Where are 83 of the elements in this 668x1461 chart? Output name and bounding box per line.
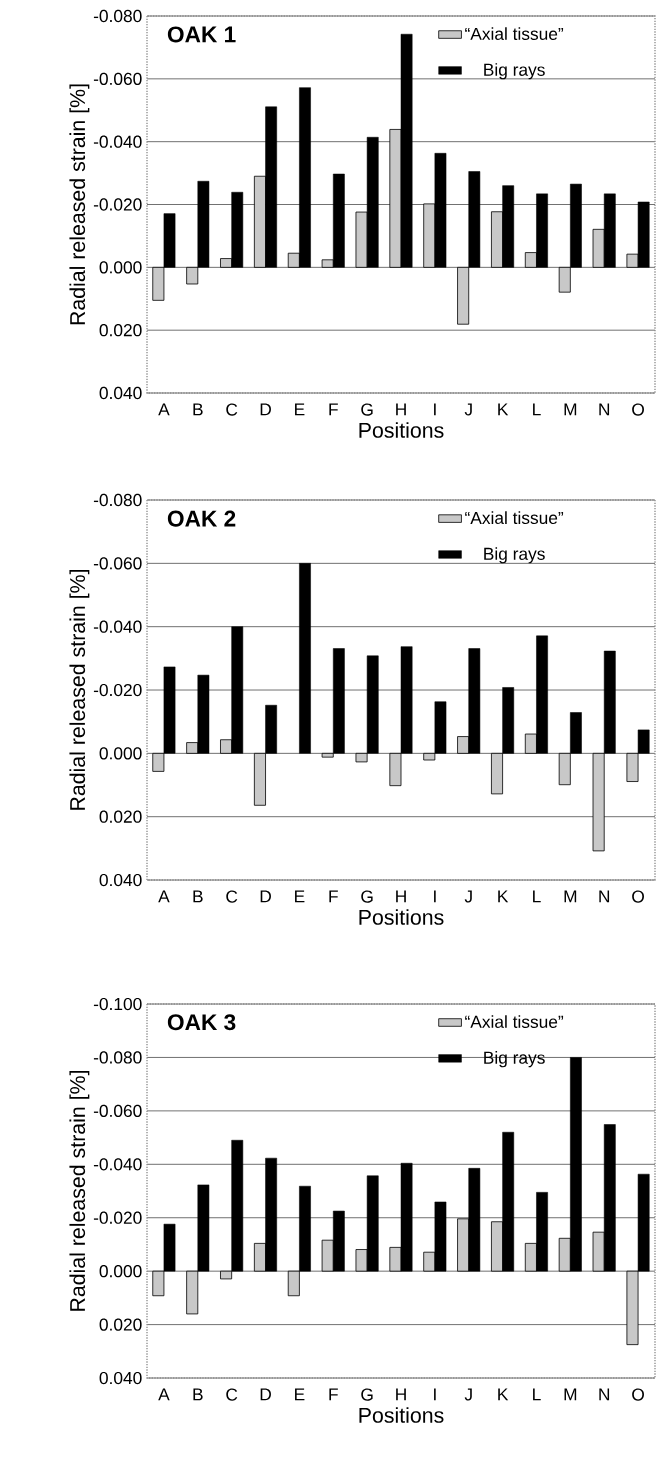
x-tick-label: E (295, 890, 305, 903)
y-axis-title: Radial released strain [%] (69, 84, 90, 325)
x-tick-label: B (193, 890, 203, 903)
x-tick-label: O (632, 403, 644, 416)
x-tick-label: O (632, 890, 644, 903)
x-tick-label: N (599, 403, 610, 416)
x-tick-label: M (564, 403, 577, 416)
x-tick-label: D (260, 1388, 271, 1401)
x-tick-label: C (226, 403, 238, 416)
y-tick-label: -0.040 (93, 620, 142, 633)
x-tick-label: J (464, 890, 472, 903)
y-tick-label: -0.060 (93, 72, 142, 85)
y-tick-label: -0.080 (93, 9, 142, 23)
x-tick-label: J (464, 403, 472, 416)
bar (299, 563, 311, 754)
y-axis-title: Radial released strain [%] (69, 1071, 90, 1311)
y-tick-label: -0.040 (93, 135, 142, 148)
x-tick-label: B (193, 403, 203, 416)
y-tick-label: 0.020 (99, 324, 142, 337)
x-tick-label: K (498, 890, 509, 903)
x-axis-title: Positions (359, 909, 444, 925)
y-tick-label: -0.020 (93, 1211, 142, 1224)
x-tick-label: E (295, 403, 305, 416)
legend-label: Big rays (484, 63, 545, 80)
x-tick-label: I (434, 890, 436, 903)
y-tick-label: 0.040 (99, 873, 142, 887)
y-tick-label: -0.020 (93, 198, 142, 211)
x-tick-label: F (329, 890, 338, 903)
y-tick-label: 0.000 (99, 747, 142, 760)
y-tick-label: 0.020 (99, 810, 142, 823)
x-tick-label: L (533, 1388, 541, 1401)
x-tick-label: C (226, 1388, 238, 1401)
x-tick-label: A (158, 403, 170, 416)
x-tick-label: A (158, 1388, 170, 1401)
x-tick-label: E (295, 1388, 305, 1401)
x-tick-label: M (564, 1388, 577, 1401)
x-tick-label: H (396, 890, 406, 903)
x-tick-label: D (260, 403, 271, 416)
legend-label: “Axial tissue” (465, 1015, 564, 1028)
y-axis-title: Radial released strain [%] (69, 570, 90, 810)
x-tick-label: L (533, 890, 541, 903)
x-tick-label: J (464, 1388, 472, 1401)
x-tick-label: G (361, 890, 373, 903)
y-tick-label: 0.000 (99, 1265, 142, 1278)
x-tick-label: F (329, 403, 338, 416)
x-tick-label: M (564, 890, 577, 903)
chart-title: OAK 2 (167, 510, 236, 527)
chart-title: OAK 3 (167, 1014, 236, 1031)
x-tick-label: A (158, 890, 170, 903)
legend-label: Big rays (484, 1051, 545, 1068)
x-tick-label: D (260, 890, 271, 903)
y-tick-label: -0.080 (93, 1051, 142, 1064)
y-tick-label: -0.080 (93, 493, 142, 507)
y-tick-label: -0.100 (93, 997, 142, 1011)
y-tick-label: -0.060 (93, 557, 142, 570)
x-tick-label: H (396, 1388, 406, 1401)
x-tick-label: C (226, 890, 238, 903)
legend-label: Big rays (484, 547, 545, 564)
x-axis-title: Positions (359, 422, 444, 438)
y-tick-label: -0.060 (93, 1104, 142, 1118)
y-tick-label: -0.040 (93, 1158, 142, 1171)
x-tick-label: N (599, 890, 610, 903)
x-tick-label: G (361, 403, 373, 416)
x-tick-label: G (361, 1388, 373, 1401)
chart-title: OAK 1 (167, 26, 236, 43)
x-tick-label: F (329, 1388, 338, 1401)
x-tick-label: K (498, 403, 509, 416)
x-tick-label: L (533, 403, 541, 416)
legend-label: “Axial tissue” (465, 27, 564, 40)
y-tick-label: 0.020 (99, 1318, 142, 1331)
x-tick-label: K (498, 1388, 509, 1401)
y-tick-label: 0.040 (99, 386, 142, 400)
x-tick-label: H (396, 403, 406, 416)
y-tick-label: 0.040 (99, 1371, 142, 1385)
x-tick-label: N (599, 1388, 610, 1401)
x-tick-label: I (434, 1388, 436, 1401)
x-tick-label: I (434, 403, 436, 416)
x-tick-label: B (193, 1388, 203, 1401)
y-tick-label: 0.000 (99, 261, 142, 274)
x-axis-title: Positions (359, 1407, 444, 1423)
y-tick-label: -0.020 (93, 683, 142, 697)
x-tick-label: O (632, 1388, 644, 1401)
legend-label: “Axial tissue” (465, 511, 564, 525)
